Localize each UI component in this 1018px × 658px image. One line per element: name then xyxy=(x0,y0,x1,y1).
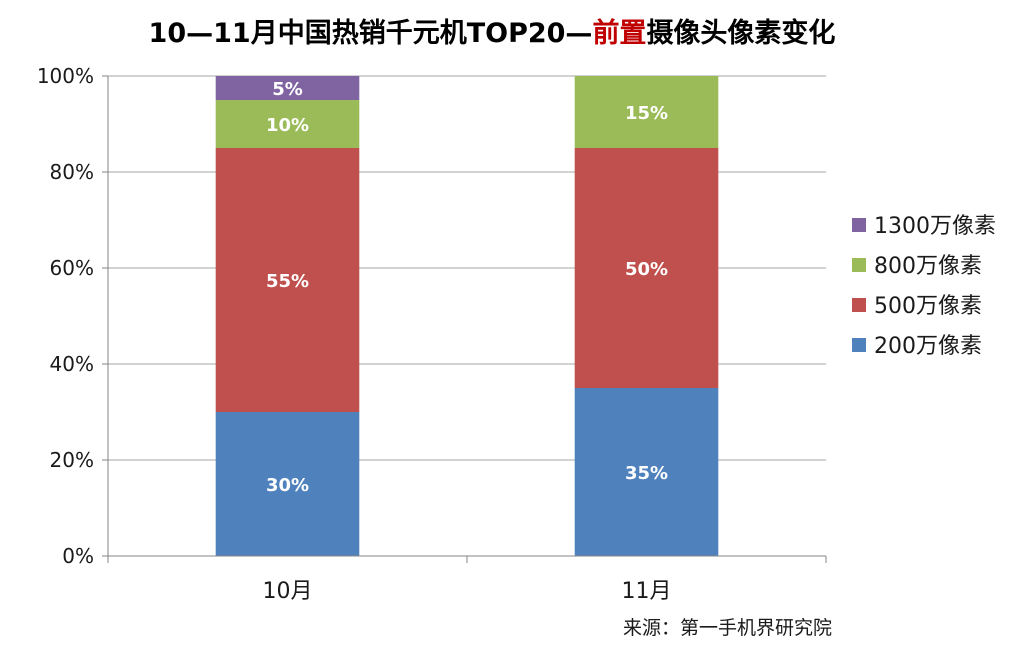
legend: 1300万像素 800万像素 500万像素 200万像素 xyxy=(852,214,996,359)
bar-segment xyxy=(215,100,360,148)
data-label: 30% xyxy=(266,475,309,496)
bar-segment xyxy=(574,388,719,556)
legend-swatch xyxy=(852,258,866,272)
chart-title: 10—11月中国热销千元机TOP20—前置摄像头像素变化 xyxy=(149,17,836,49)
data-label: 5% xyxy=(272,79,303,100)
chart-title-suffix: 摄像头像素变化 xyxy=(646,17,835,49)
legend-label: 1300万像素 xyxy=(874,214,996,239)
legend-swatch xyxy=(852,218,866,232)
data-label: 55% xyxy=(266,271,309,292)
legend-label: 500万像素 xyxy=(874,294,982,319)
x-category-label: 11月 xyxy=(622,579,672,604)
data-label: 35% xyxy=(625,463,668,484)
bar-segment xyxy=(215,148,360,412)
y-tick-label: 100% xyxy=(37,64,94,88)
bar-segment xyxy=(215,412,360,556)
bar-segment xyxy=(215,76,360,100)
bars: 30% 55% 10% 5% 35% 50% 15% xyxy=(215,76,719,556)
x-category-label: 10月 xyxy=(263,579,313,604)
data-label: 50% xyxy=(625,259,668,280)
source-annotation: 来源：第一手机界研究院 xyxy=(623,617,832,639)
legend-label: 200万像素 xyxy=(874,334,982,359)
y-tick-label: 20% xyxy=(50,448,94,472)
bar-segment xyxy=(574,76,719,148)
legend-swatch xyxy=(852,338,866,352)
y-tick-label: 0% xyxy=(62,544,94,568)
chart-title-prefix: 10—11月中国热销千元机TOP20— xyxy=(149,18,593,49)
data-label: 15% xyxy=(625,103,668,124)
bar-segment xyxy=(574,148,719,388)
y-tick-label: 60% xyxy=(50,256,94,280)
y-tick-label: 40% xyxy=(50,352,94,376)
legend-label: 800万像素 xyxy=(874,254,982,279)
y-tick-label: 80% xyxy=(50,160,94,184)
data-label: 10% xyxy=(266,115,309,136)
legend-swatch xyxy=(852,298,866,312)
axes: 0% 20% 40% 60% 80% 100% 10月 11月 xyxy=(37,64,827,604)
chart-title-highlight: 前置 xyxy=(592,17,646,49)
